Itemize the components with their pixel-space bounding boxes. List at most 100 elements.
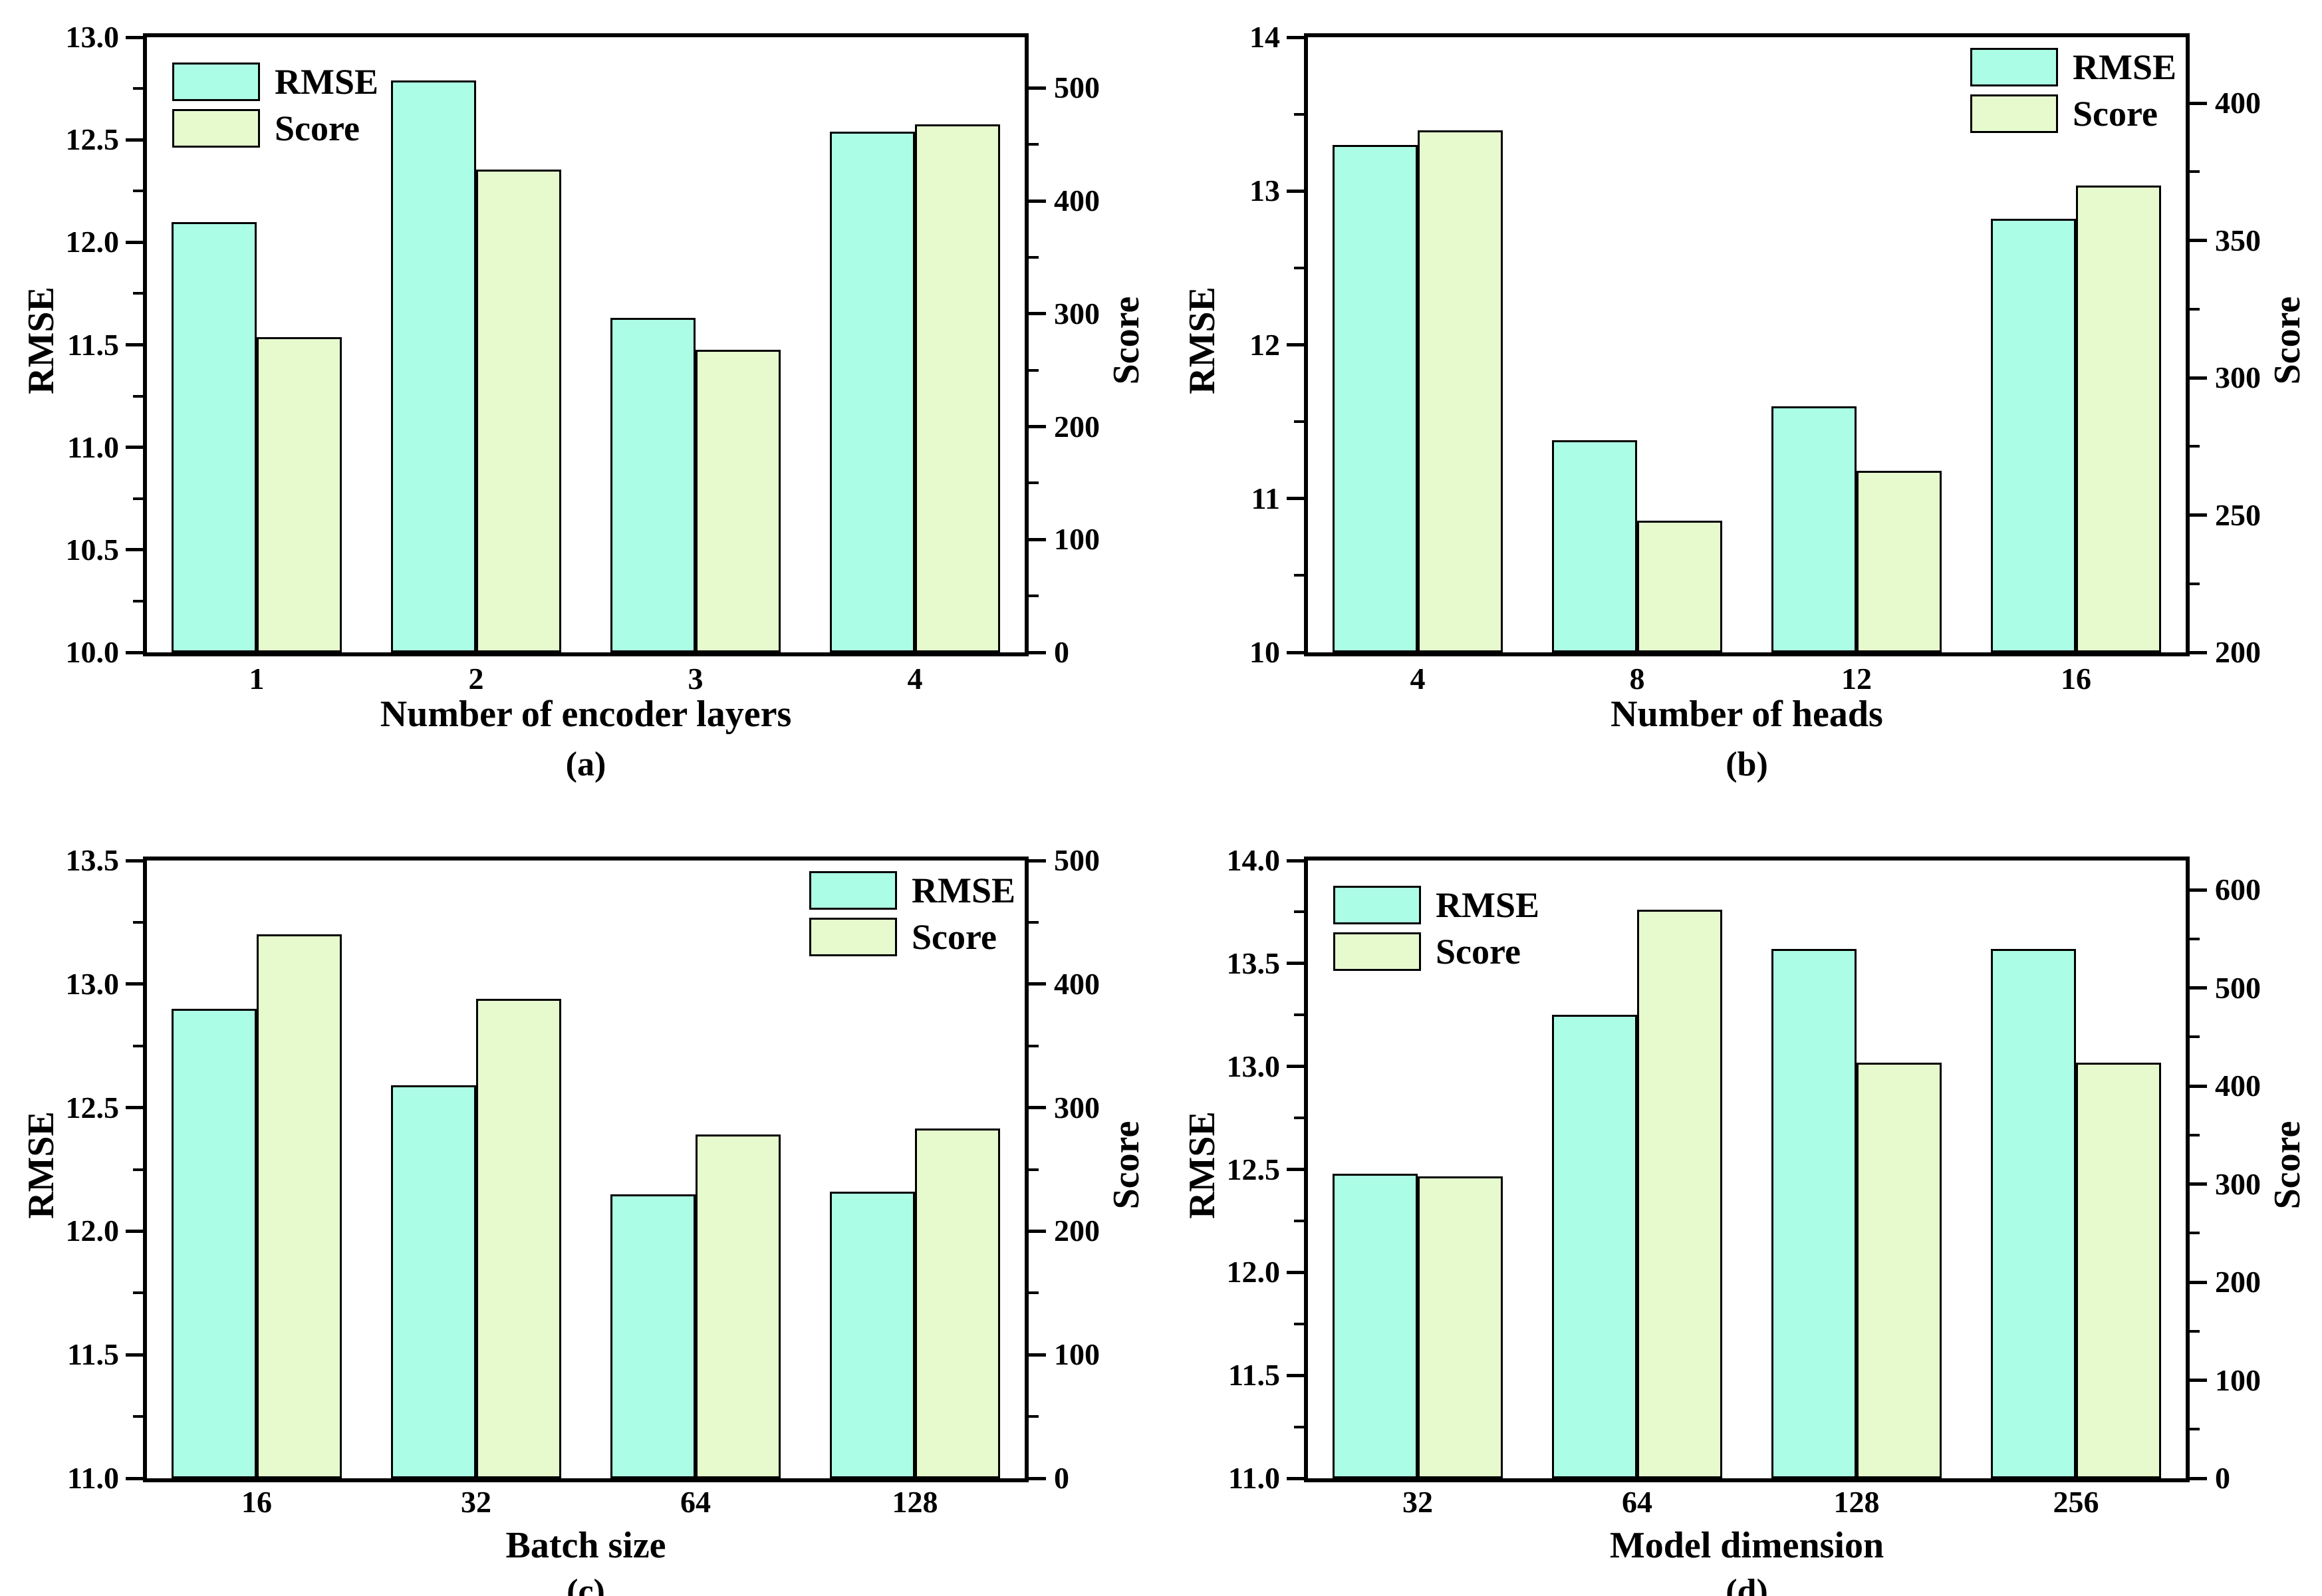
bar-score-16	[2076, 185, 2161, 652]
right-tick-label: 400	[2215, 86, 2261, 120]
plot-area-b: 14 13 12 11 10 400 350 300 250 200 RMSE Score	[1249, 20, 2261, 669]
left-tick-label: 12.0	[1226, 1255, 1281, 1289]
legend-item-score: Score	[1333, 932, 1539, 971]
right-tick-label: 200	[1054, 1214, 1100, 1248]
subplot-caption: (a)	[565, 745, 606, 783]
right-major-tick	[2190, 1084, 2207, 1088]
right-minor-tick	[2190, 1428, 2200, 1431]
right-major-tick	[2190, 986, 2207, 990]
x-tick-label-128: 128	[892, 1485, 938, 1519]
right-minor-tick	[2190, 1133, 2200, 1136]
legend-swatch-score	[1970, 94, 2058, 133]
left-tick-label: 13.5	[65, 843, 120, 877]
right-major-tick	[1029, 537, 1046, 541]
right-major-tick	[1029, 312, 1046, 316]
left-tick-label: 13.5	[1226, 946, 1281, 980]
x-tick-label-8: 8	[1629, 662, 1645, 696]
right-major-tick	[2190, 101, 2207, 105]
left-minor-tick	[1294, 910, 1304, 914]
left-tick-label: 12	[1249, 327, 1280, 362]
left-tick-label: 13.0	[65, 966, 120, 1001]
legend-item-score: Score	[1970, 94, 2176, 133]
legend-item-rmse: RMSE	[1970, 48, 2176, 86]
right-major-tick	[1029, 86, 1046, 90]
left-major-tick	[126, 138, 143, 142]
bar-rmse-3	[610, 318, 696, 652]
left-minor-tick	[133, 394, 143, 398]
legend-swatch-rmse	[1970, 48, 2058, 86]
right-minor-tick	[2190, 1232, 2200, 1235]
x-tick-label-2: 2	[468, 662, 484, 696]
chart-a-encoder-layers: RMSE 13.0 12.5 12.0 11.5 11.0 10.5 10.0 500 400 3…	[0, 0, 1161, 798]
left-major-tick	[1287, 35, 1304, 39]
plot-area-a: 13.0 12.5 12.0 11.5 11.0 10.5 10.0 500 400 300 200…	[66, 20, 1100, 669]
right-minor-tick	[2190, 582, 2200, 585]
left-major-tick	[126, 1106, 143, 1110]
right-minor-tick	[1029, 1044, 1039, 1047]
left-minor-tick	[1294, 574, 1304, 577]
bar-score-12	[1857, 471, 1942, 652]
legend-swatch-rmse	[1333, 886, 1421, 924]
chart-d-model-dimension: RMSE 14.0 13.5 13.0 12.5 12.0 11.5 11.0 600 500 4…	[1161, 798, 2322, 1596]
left-major-tick	[1287, 189, 1304, 193]
bar-rmse-4	[1333, 144, 1418, 652]
left-minor-tick	[1294, 1117, 1304, 1120]
legend-swatch-rmse	[172, 63, 260, 101]
legend-item-score: Score	[809, 918, 1015, 956]
left-tick-label: 12.5	[65, 1090, 120, 1125]
right-tick-label: 100	[1054, 522, 1100, 557]
legend-swatch-score	[172, 109, 260, 148]
right-tick-label: 600	[2215, 872, 2261, 907]
bar-score-32	[476, 999, 561, 1478]
x-tick-label-128: 128	[1833, 1485, 1880, 1519]
left-minor-tick	[133, 497, 143, 500]
left-minor-tick	[1294, 1322, 1304, 1325]
bar-score-4	[915, 124, 1000, 652]
right-minor-tick	[1029, 595, 1039, 598]
right-major-tick	[1029, 1353, 1046, 1357]
right-tick-label: 200	[2215, 635, 2261, 669]
right-major-tick	[1029, 425, 1046, 429]
right-major-tick	[2190, 1476, 2207, 1480]
left-major-tick	[1287, 1168, 1304, 1171]
left-tick-label: 12.5	[65, 122, 120, 157]
right-minor-tick	[1029, 920, 1039, 924]
bar-rmse-32	[1333, 1173, 1418, 1478]
left-minor-tick	[133, 1168, 143, 1171]
x-tick-label-4: 4	[907, 662, 923, 696]
legend-label-score: Score	[911, 917, 997, 957]
right-tick-label: 200	[2215, 1265, 2261, 1299]
left-major-tick	[1287, 859, 1304, 863]
legend-swatch-score	[809, 918, 897, 956]
left-minor-tick	[133, 87, 143, 90]
left-tick-label: 12.0	[65, 1214, 120, 1248]
x-axis-title: Number of heads	[1611, 694, 1883, 735]
bar-rmse-64	[1552, 1015, 1637, 1478]
left-major-tick	[1287, 962, 1304, 966]
right-tick-label: 350	[2215, 223, 2261, 257]
y-axis-label-score: Score	[2267, 1121, 2308, 1210]
left-major-tick	[126, 1476, 143, 1480]
right-major-tick	[2190, 888, 2207, 892]
legend-label-score: Score	[2072, 94, 2158, 134]
bar-score-128	[1857, 1062, 1942, 1478]
right-major-tick	[1029, 982, 1046, 986]
bar-rmse-32	[391, 1085, 476, 1478]
right-minor-tick	[1029, 1291, 1039, 1295]
left-tick-label: 11.5	[1228, 1358, 1280, 1393]
bar-rmse-16	[1991, 218, 2076, 652]
right-tick-label: 300	[2215, 360, 2261, 395]
left-major-tick	[126, 446, 143, 450]
left-minor-tick	[133, 599, 143, 602]
bar-rmse-256	[1991, 949, 2076, 1478]
bar-rmse-16	[172, 1008, 257, 1478]
x-tick-label-32: 32	[1402, 1485, 1433, 1519]
left-major-tick	[1287, 1065, 1304, 1069]
x-tick-label-1: 1	[249, 662, 265, 696]
left-tick-label: 11.0	[67, 430, 119, 464]
right-major-tick	[2190, 650, 2207, 654]
bar-score-32	[1418, 1176, 1503, 1478]
legend-label-rmse: RMSE	[911, 870, 1015, 910]
left-major-tick	[126, 982, 143, 986]
